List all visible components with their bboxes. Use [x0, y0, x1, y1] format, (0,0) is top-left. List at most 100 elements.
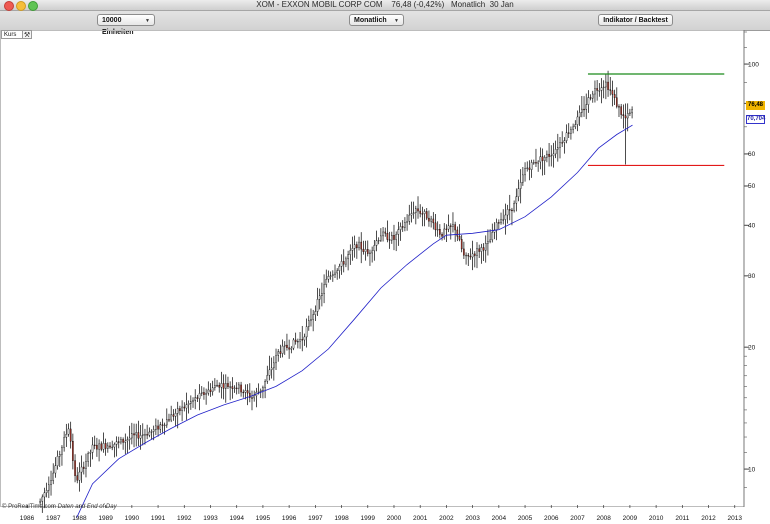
candle-body — [58, 454, 61, 457]
candle-body — [286, 344, 288, 348]
candle-body — [185, 404, 188, 409]
footer-source: © ProRealTime.com — [2, 504, 56, 510]
candle-body — [224, 383, 227, 389]
candle-body — [187, 403, 190, 405]
candle-body — [214, 385, 216, 388]
candle-body — [318, 295, 321, 300]
x-tick-label: 2013 — [728, 515, 743, 522]
candle-body — [109, 445, 111, 448]
wrench-icon[interactable]: ⚒ — [22, 30, 32, 39]
candle-body — [133, 433, 135, 436]
candle-body — [559, 142, 561, 148]
candle-body — [535, 162, 537, 164]
candle-body — [115, 441, 118, 445]
x-tick-label: 1986 — [20, 515, 35, 522]
candle-body — [362, 248, 365, 252]
candle-body — [532, 162, 535, 164]
candle-body — [314, 311, 317, 315]
price-chart[interactable]: 1020304050608010019861987198819891990199… — [0, 30, 770, 524]
toolbar: 10000 Einheiten ▼ Monatlich ▼ Indikator … — [0, 11, 770, 36]
candle-body — [246, 390, 249, 394]
candle-body — [594, 88, 596, 95]
candle-body — [281, 345, 284, 354]
candle-body — [166, 419, 168, 426]
candle-body — [176, 408, 179, 414]
x-tick-label: 1994 — [229, 515, 244, 522]
period-select[interactable]: Monatlich ▼ — [349, 14, 404, 26]
candle-body — [602, 86, 605, 89]
y-tick-label: 100 — [748, 61, 759, 68]
candle-body — [85, 461, 87, 469]
candle-body — [78, 471, 81, 481]
indicator-backtest-button[interactable]: Indikator / Backtest — [598, 14, 673, 26]
candle-body — [50, 480, 52, 486]
candle-body — [443, 228, 446, 237]
x-tick-label: 1996 — [282, 515, 297, 522]
candle-body — [323, 284, 325, 294]
chevron-down-icon: ▼ — [394, 18, 399, 24]
candle-body — [399, 226, 402, 230]
candle-body — [513, 202, 515, 211]
candle-body — [39, 501, 41, 503]
candle-body — [332, 274, 334, 276]
candle-body — [139, 435, 142, 439]
candle-body — [203, 392, 205, 395]
x-tick-label: 1990 — [125, 515, 140, 522]
candle-body — [329, 275, 332, 277]
candle-body — [397, 229, 400, 235]
candle-body — [244, 390, 247, 393]
candle-body — [434, 222, 437, 231]
zoom-icon[interactable] — [28, 1, 38, 11]
candle-body — [310, 319, 312, 321]
candle-body — [613, 94, 616, 98]
candle-body — [384, 231, 387, 234]
candle-body — [292, 339, 295, 349]
candle-body — [48, 484, 50, 491]
candle-body — [452, 224, 454, 227]
candle-body — [421, 213, 424, 215]
candle-body — [565, 132, 568, 141]
x-tick-label: 1992 — [177, 515, 192, 522]
candle-body — [307, 320, 310, 327]
candle-body — [537, 161, 539, 164]
candle-body — [484, 243, 487, 251]
candle-body — [463, 248, 465, 256]
y-tick-label: 40 — [748, 222, 756, 229]
candle-body — [517, 188, 520, 197]
x-tick-label: 2012 — [701, 515, 716, 522]
candle-body — [489, 239, 491, 242]
candle-body — [581, 108, 583, 113]
candle-body — [148, 431, 151, 436]
candle-body — [283, 344, 286, 347]
candle-body — [303, 336, 306, 341]
candle-body — [336, 270, 338, 274]
candle-body — [275, 355, 277, 364]
candle-body — [209, 389, 212, 392]
candle-body — [251, 397, 253, 399]
candle-body — [624, 115, 627, 119]
candle-body — [541, 156, 544, 161]
candle-body — [242, 391, 245, 394]
candle-body — [476, 248, 478, 256]
close-icon[interactable] — [4, 1, 14, 11]
candle-body — [502, 219, 505, 221]
candle-body — [386, 233, 389, 240]
candle-body — [211, 387, 214, 392]
candle-body — [67, 428, 70, 435]
candle-body — [375, 240, 378, 246]
candle-body — [321, 293, 323, 297]
candle-body — [161, 424, 164, 426]
candle-body — [117, 441, 120, 443]
candle-body — [430, 218, 432, 222]
title-bar[interactable]: XOM - EXXON MOBIL CORP COM 76,48 (-0,42%… — [0, 0, 770, 11]
candle-body — [543, 156, 546, 161]
x-tick-label: 2002 — [439, 515, 454, 522]
units-select[interactable]: 10000 Einheiten ▼ — [97, 14, 155, 36]
candle-body — [456, 229, 459, 237]
candle-body — [578, 112, 581, 118]
candle-body — [353, 244, 356, 249]
minimize-icon[interactable] — [16, 1, 26, 11]
candle-body — [349, 250, 352, 255]
candle-body — [207, 389, 210, 394]
x-tick-label: 2006 — [544, 515, 559, 522]
